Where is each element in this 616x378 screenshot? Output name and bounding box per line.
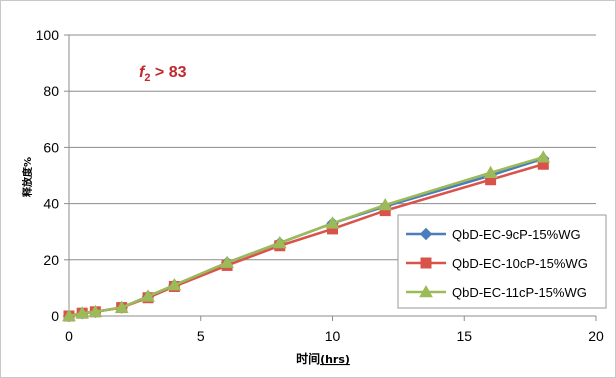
y-tick-label: 40	[43, 196, 59, 212]
series-group	[62, 150, 551, 323]
legend-swatch-marker	[419, 284, 433, 298]
y-tick-label: 100	[36, 27, 60, 43]
data-point	[75, 306, 90, 319]
y-tick-label: 80	[43, 83, 59, 99]
data-point	[536, 150, 551, 163]
legend-item: QbD-EC-10cP-15%WG	[406, 256, 588, 271]
data-point	[141, 289, 155, 302]
f2-symbol: f	[139, 64, 146, 81]
legend-item: QbD-EC-9cP-15%WG	[406, 227, 581, 242]
x-tick-label: 10	[325, 328, 341, 344]
legend-items: QbD-EC-9cP-15%WG QbD-EC-10cP-15%WG QbD-EC-…	[406, 227, 588, 300]
legend-label: QbD-EC-10cP-15%WG	[452, 256, 588, 271]
series-3	[62, 150, 551, 322]
data-point	[378, 197, 393, 211]
legend-swatch-marker	[420, 257, 432, 269]
y-tick-label: 20	[43, 252, 59, 268]
x-axis-title: 时间(hrs)	[296, 351, 350, 366]
f2-subscript: 2	[144, 72, 150, 84]
legend-label: QbD-EC-9cP-15%WG	[452, 227, 581, 242]
legend-label: QbD-EC-11cP-15%WG	[452, 285, 587, 300]
y-tick-label: 60	[43, 139, 59, 155]
legend-swatch-marker	[419, 227, 433, 241]
data-point	[62, 308, 76, 322]
x-tick-label: 0	[65, 328, 73, 344]
legend: QbD-EC-9cP-15%WG QbD-EC-10cP-15%WG QbD-EC-…	[397, 214, 607, 309]
x-tick-label: 20	[588, 328, 604, 344]
x-axis-title-text: 时间	[296, 351, 320, 366]
data-point	[114, 300, 129, 313]
data-point	[483, 165, 498, 178]
y-axis-title: 释放度%	[21, 157, 34, 197]
data-point	[167, 278, 182, 291]
data-point	[88, 304, 103, 318]
f2-annotation: f2 > 83	[139, 64, 187, 84]
data-point	[220, 255, 234, 268]
x-tick-label: 5	[197, 328, 205, 344]
data-point	[325, 216, 340, 229]
data-point	[272, 235, 287, 249]
y-tick-label: 0	[51, 308, 59, 324]
legend-item: QbD-EC-11cP-15%WG	[406, 284, 587, 300]
x-axis-title-unit: (hrs)	[320, 353, 350, 366]
f2-threshold: > 83	[150, 64, 186, 81]
x-tick-label: 15	[456, 328, 472, 344]
tick-labels: 0 20 40 60 80 100 0 5 10 15 20	[36, 27, 604, 344]
